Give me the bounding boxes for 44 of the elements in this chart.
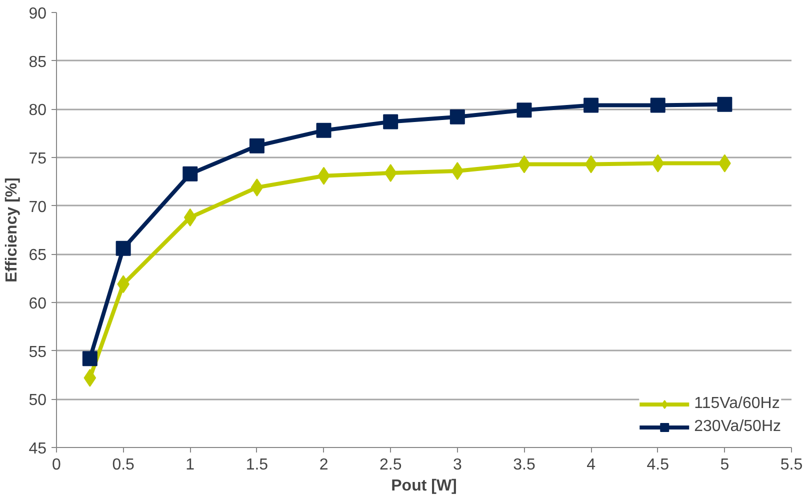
point — [116, 240, 131, 256]
legend-label: 115Va/60Hz — [694, 395, 780, 413]
y-tick-label: 75 — [28, 150, 47, 168]
point — [82, 351, 98, 366]
y-tick-label: 90 — [28, 6, 47, 22]
x-tick-label: 1.5 — [246, 456, 268, 474]
y-tick-label: 80 — [28, 102, 47, 120]
point — [652, 154, 664, 172]
legend-label: 230Va/50Hz — [694, 418, 781, 436]
point — [316, 122, 332, 138]
x-axis-title: Pout [W] — [391, 478, 457, 494]
point — [84, 368, 96, 387]
y-tick-label: 50 — [28, 392, 47, 410]
point — [451, 162, 464, 180]
x-tick-label: 4.5 — [646, 456, 670, 474]
point — [650, 98, 666, 113]
y-tick-label: 55 — [28, 344, 47, 361]
x-tick-label: 2 — [319, 456, 328, 474]
x-tick-label: 0 — [52, 456, 62, 474]
point — [717, 96, 732, 112]
point — [250, 178, 264, 196]
y-tick-label: 60 — [28, 296, 47, 312]
x-tick-label: 5.5 — [780, 456, 803, 474]
point — [584, 155, 598, 174]
point — [584, 98, 599, 113]
point — [383, 114, 398, 130]
y-tick-label: 45 — [28, 440, 47, 458]
x-tick-label: 4 — [586, 456, 596, 474]
x-tick-label: 1 — [186, 456, 195, 474]
point — [249, 138, 264, 154]
point — [184, 208, 196, 226]
point — [450, 109, 465, 124]
x-tick-label: 3 — [452, 456, 462, 474]
y-tick-label: 65 — [28, 247, 47, 264]
y-tick-label: 70 — [28, 198, 47, 216]
x-tick-label: 5 — [720, 456, 730, 474]
x-tick-label: 2.5 — [379, 456, 402, 474]
point — [182, 166, 198, 182]
y-axis-title: Efficiency [%] — [4, 178, 21, 282]
point — [516, 102, 532, 118]
point — [384, 164, 397, 182]
y-tick-label: 85 — [28, 54, 47, 71]
x-tick-label: 3.5 — [513, 456, 536, 474]
x-tick-label: 0.5 — [112, 456, 135, 474]
